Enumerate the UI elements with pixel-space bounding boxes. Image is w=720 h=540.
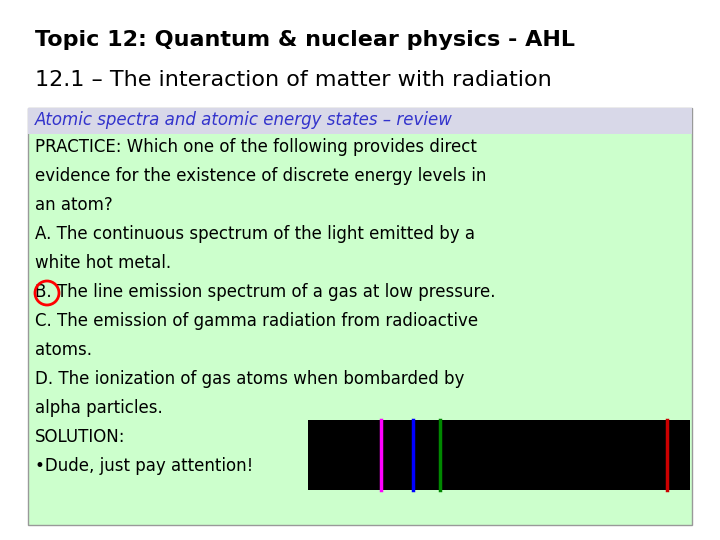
- Text: •Dude, just pay attention!: •Dude, just pay attention!: [35, 457, 253, 475]
- Text: A. The continuous spectrum of the light emitted by a: A. The continuous spectrum of the light …: [35, 225, 475, 243]
- Text: B. The line emission spectrum of a gas at low pressure.: B. The line emission spectrum of a gas a…: [35, 283, 495, 301]
- Text: SOLUTION:: SOLUTION:: [35, 428, 125, 446]
- FancyBboxPatch shape: [28, 108, 692, 525]
- FancyBboxPatch shape: [28, 108, 692, 134]
- Text: alpha particles.: alpha particles.: [35, 399, 163, 417]
- Text: C. The emission of gamma radiation from radioactive: C. The emission of gamma radiation from …: [35, 312, 478, 330]
- Text: Atomic spectra and atomic energy states – review: Atomic spectra and atomic energy states …: [35, 111, 453, 129]
- Text: an atom?: an atom?: [35, 196, 113, 214]
- Text: atoms.: atoms.: [35, 341, 92, 359]
- FancyBboxPatch shape: [308, 420, 690, 490]
- Text: evidence for the existence of discrete energy levels in: evidence for the existence of discrete e…: [35, 167, 487, 185]
- Text: D. The ionization of gas atoms when bombarded by: D. The ionization of gas atoms when bomb…: [35, 370, 464, 388]
- Text: Topic 12: Quantum & nuclear physics - AHL: Topic 12: Quantum & nuclear physics - AH…: [35, 30, 575, 50]
- Text: PRACTICE: Which one of the following provides direct: PRACTICE: Which one of the following pro…: [35, 138, 477, 156]
- Text: 12.1 – The interaction of matter with radiation: 12.1 – The interaction of matter with ra…: [35, 70, 552, 90]
- Text: white hot metal.: white hot metal.: [35, 254, 171, 272]
